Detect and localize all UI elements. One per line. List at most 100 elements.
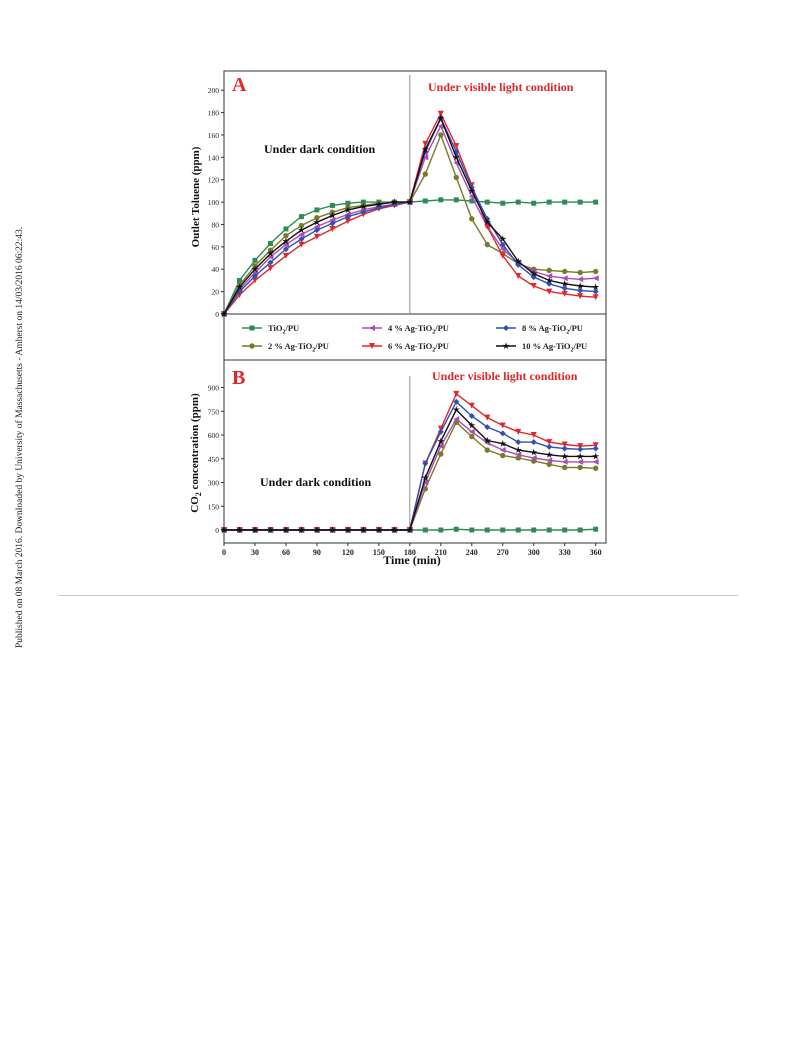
panel-a-point-tio2-pu xyxy=(314,207,320,213)
panel-a-point-10-ag-tio2-pu xyxy=(468,187,476,194)
panel-a-point-8-ag-tio2-pu xyxy=(499,241,506,248)
panel-a-point-tio2-pu xyxy=(422,198,428,204)
panel-b-xtick-label: 210 xyxy=(435,548,447,557)
panel-b-point-tio2-pu xyxy=(484,527,490,533)
panel-a-series-10-ag-tio2-pu xyxy=(220,114,600,318)
panel-a-point-6-ag-tio2-pu xyxy=(267,265,274,272)
panel-b-ytick-label: 0 xyxy=(215,526,219,535)
panel-b-point-8-ag-tio2-pu xyxy=(453,398,460,405)
panel-b-xtick-label: 60 xyxy=(282,548,290,557)
panel-b-point-2-ag-tio2-pu xyxy=(469,433,475,440)
legend-label: TiO2/PU xyxy=(268,323,299,336)
panel-a-point-8-ag-tio2-pu xyxy=(360,209,367,216)
panel-a-point-8-ag-tio2-pu xyxy=(561,285,568,292)
panel-a-point-6-ag-tio2-pu xyxy=(577,293,584,300)
panel-a-point-2-ag-tio2-pu xyxy=(283,232,289,239)
panel-b-point-10-ag-tio2-pu xyxy=(235,526,244,534)
panel-b-point-10-ag-tio2-pu xyxy=(344,526,352,534)
panel-b-point-6-ag-tio2-pu xyxy=(484,414,491,421)
legend-label: 6 % Ag-TiO2/PU xyxy=(388,341,449,354)
panel-b-point-2-ag-tio2-pu xyxy=(438,451,444,457)
panel-b-ytick-label: 900 xyxy=(208,384,220,393)
legend-label-sub: 2 xyxy=(312,348,315,354)
panel-a-point-2-ag-tio2-pu xyxy=(453,174,459,181)
panel-b-point-10-ag-tio2-pu xyxy=(282,526,290,534)
panel-a-ytick-label: 20 xyxy=(212,288,220,297)
panel-a-point-tio2-pu xyxy=(577,199,583,205)
panel-b-ytick-label: 300 xyxy=(208,479,220,488)
legend-label: 8 % Ag-TiO2/PU xyxy=(522,323,583,336)
panel-b-point-8-ag-tio2-pu xyxy=(577,446,584,453)
panel-b-yticks: 0 150 300 450 600 750 900 xyxy=(208,384,224,535)
panel-b-dark-annotation: Under dark condition xyxy=(260,475,371,489)
panel-b-point-8-ag-tio2-pu xyxy=(437,428,444,435)
panel-b-xtick-label: 150 xyxy=(373,548,385,557)
panel-b-point-8-ag-tio2-pu xyxy=(592,445,599,452)
panel-a-point-6-ag-tio2-pu xyxy=(329,225,336,232)
panel-b-point-10-ag-tio2-pu xyxy=(483,436,491,444)
panel-b-point-10-ag-tio2-pu xyxy=(561,452,569,460)
panel-b-point-6-ag-tio2-pu xyxy=(577,443,584,450)
panel-a-ytick-label: 200 xyxy=(208,86,220,95)
panel-b-light-annotation: Under visible light condition xyxy=(432,369,578,383)
panel-a-point-2-ag-tio2-pu xyxy=(469,216,475,222)
panel-a-point-2-ag-tio2-pu xyxy=(484,241,490,248)
legend-label: 2 % Ag-TiO2/PU xyxy=(268,341,329,354)
legend: TiO2/PU 4 % Ag-TiO 2/PU 8 % Ag-TiO2/PU 2 % A… xyxy=(242,323,587,354)
panel-b-point-8-ag-tio2-pu xyxy=(484,424,491,431)
panel-b-point-10-ag-tio2-pu xyxy=(576,452,584,460)
panel-a-point-6-ag-tio2-pu xyxy=(313,233,320,240)
panel-a-point-tio2-pu xyxy=(438,197,444,203)
panel-b-point-2-ag-tio2-pu xyxy=(592,465,599,471)
panel-a-point-10-ag-tio2-pu xyxy=(359,202,367,210)
legend-item-8-ag-tio2-pu: 8 % Ag-TiO2/PU xyxy=(496,323,583,336)
panel-b-point-4-ag-tio2-pu xyxy=(453,416,460,423)
panel-b-point-10-ag-tio2-pu xyxy=(514,446,522,454)
panel-b-point-tio2-pu xyxy=(593,526,599,532)
panel-b-series-10-ag-tio2-pu xyxy=(220,405,600,534)
panel-a-ytick-label: 40 xyxy=(212,265,220,274)
panel-b-point-4-ag-tio2-pu xyxy=(546,457,553,464)
panel-a-point-10-ag-tio2-pu xyxy=(220,310,228,318)
panel-a-point-10-ag-tio2-pu xyxy=(483,218,491,226)
panel-a-point-10-ag-tio2-pu xyxy=(561,279,569,287)
panel-a-point-6-ag-tio2-pu xyxy=(422,140,429,147)
legend-label-main: 4 % Ag-TiO xyxy=(388,323,433,333)
panel-a-ytick-label: 60 xyxy=(212,243,220,252)
panel-b-point-tio2-pu xyxy=(422,527,428,533)
panel-b-ylabel-pre: CO xyxy=(189,496,201,513)
legend-label-tail: /PU xyxy=(314,341,329,351)
legend-swatch-marker xyxy=(503,325,509,331)
panel-b-ytick-label: 150 xyxy=(208,502,220,511)
panel-b-point-tio2-pu xyxy=(453,526,459,532)
legend-label-sub: 2 xyxy=(283,330,286,336)
panel-b-point-6-ag-tio2-pu xyxy=(515,428,522,435)
panel-b-xtick-label: 180 xyxy=(404,548,416,557)
panel-a-point-10-ag-tio2-pu xyxy=(375,200,383,208)
panel-b-point-8-ag-tio2-pu xyxy=(546,443,553,450)
panel-a-point-6-ag-tio2-pu xyxy=(484,223,491,230)
panel-a-point-10-ag-tio2-pu xyxy=(390,198,398,206)
legend-label-main: TiO xyxy=(268,323,283,333)
panel-b-point-tio2-pu xyxy=(562,527,568,533)
panel-b-point-2-ag-tio2-pu xyxy=(562,464,568,471)
panel-a-point-4-ag-tio2-pu xyxy=(313,223,320,230)
panel-b-point-tio2-pu xyxy=(515,527,521,533)
panel-b-point-10-ag-tio2-pu xyxy=(266,526,275,534)
panel-a-point-10-ag-tio2-pu xyxy=(452,153,460,161)
panel-a-point-tio2-pu xyxy=(531,200,537,206)
panel-a-point-8-ag-tio2-pu xyxy=(298,236,305,243)
panel-b-point-8-ag-tio2-pu xyxy=(530,439,537,446)
legend-swatch-marker xyxy=(502,342,510,350)
panel-b-point-2-ag-tio2-pu xyxy=(577,464,583,471)
panel-a-point-6-ag-tio2-pu xyxy=(546,288,553,295)
panel-a-dark-annotation: Under dark condition xyxy=(264,142,375,156)
panel-b-ylabel: CO2 concentration (ppm) xyxy=(189,393,203,513)
panel-a-point-10-ag-tio2-pu xyxy=(514,257,522,265)
panel-b-point-10-ag-tio2-pu xyxy=(468,421,476,429)
panel-a-point-6-ag-tio2-pu xyxy=(561,290,568,297)
panel-a-point-tio2-pu xyxy=(500,200,506,206)
panel-a-point-6-ag-tio2-pu xyxy=(515,272,522,279)
panel-a-point-tio2-pu xyxy=(562,199,568,205)
panel-a-point-6-ag-tio2-pu xyxy=(437,110,444,117)
